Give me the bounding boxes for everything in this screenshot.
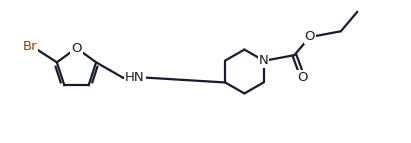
Text: Br: Br [22, 40, 37, 53]
Text: O: O [71, 42, 82, 55]
Text: N: N [259, 54, 268, 67]
Text: O: O [298, 71, 308, 84]
Text: HN: HN [125, 71, 145, 84]
Text: O: O [305, 30, 315, 43]
